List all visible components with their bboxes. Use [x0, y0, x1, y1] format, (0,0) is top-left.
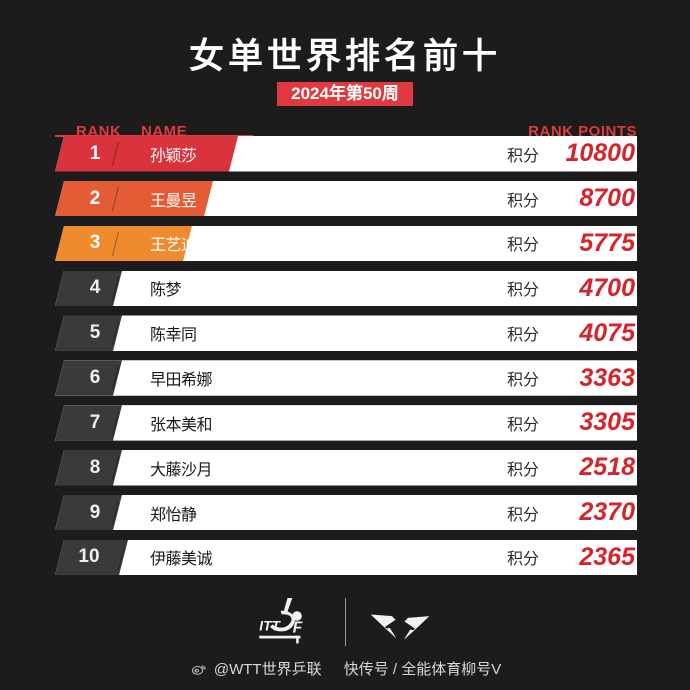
svg-text:ITT: ITT	[259, 619, 281, 634]
svg-text:F: F	[293, 619, 303, 636]
